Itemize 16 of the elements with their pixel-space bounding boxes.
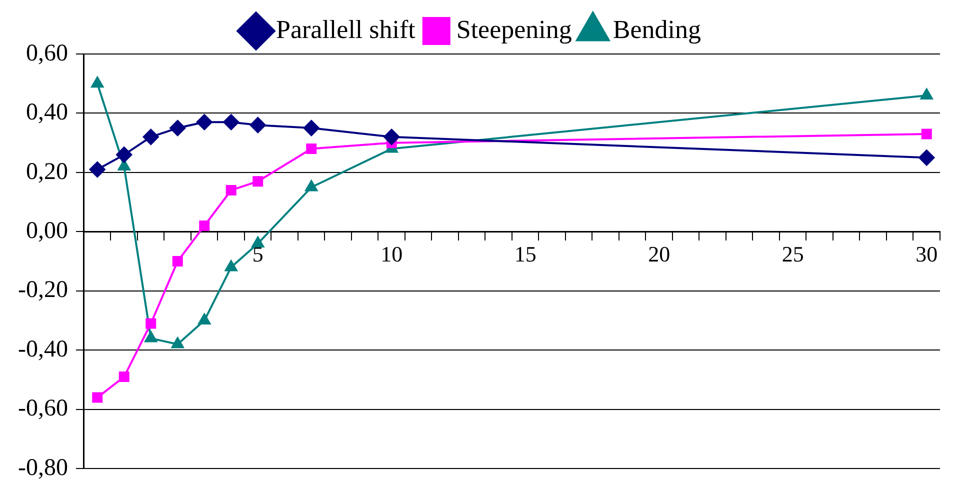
legend-label: Bending (612, 14, 701, 44)
x-tick-label: 10 (380, 242, 403, 267)
legend-label: Parallell shift (276, 14, 416, 44)
y-tick-label: 0,40 (26, 100, 68, 126)
x-tick-label: 25 (782, 242, 804, 267)
y-tick-label: -0,80 (18, 454, 68, 481)
y-tick-label: -0,40 (18, 336, 68, 362)
y-tick-label: -0,20 (18, 277, 68, 304)
x-tick-label: 20 (648, 242, 670, 267)
legend-label: Steepening (456, 14, 572, 44)
y-tick-label: -0,60 (18, 396, 68, 422)
y-tick-label: 0,20 (26, 158, 68, 185)
y-tick-label: 0,00 (26, 218, 68, 244)
x-tick-label: 30 (916, 242, 938, 267)
y-tick-label: 0,60 (26, 40, 68, 66)
x-tick-label: 15 (514, 242, 536, 267)
